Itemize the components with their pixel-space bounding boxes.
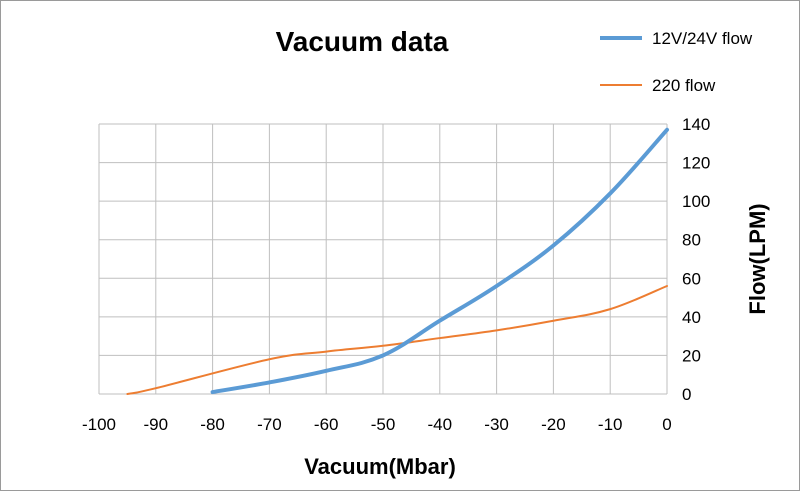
x-axis-label: Vacuum(Mbar) — [304, 454, 456, 479]
x-tick-label: -80 — [200, 415, 225, 434]
x-tick-label: -50 — [371, 415, 396, 434]
x-tick-label: -70 — [257, 415, 282, 434]
x-tick-label: 0 — [662, 415, 671, 434]
y-axis-label: Flow(LPM) — [745, 203, 770, 314]
plot-grid — [98, 123, 668, 395]
x-tick-label: -100 — [82, 415, 116, 434]
x-axis-ticks: -100 -90 -80 -70 -60 -50 -40 -30 -20 -10 0 — [82, 415, 672, 434]
series-layer — [126, 127, 669, 395]
legend-label: 12V/24V flow — [652, 29, 753, 48]
y-tick-label: 20 — [682, 346, 701, 365]
chart-title: Vacuum data — [276, 26, 449, 57]
y-tick-label: 140 — [682, 115, 710, 134]
x-tick-label: -30 — [484, 415, 509, 434]
legend: 12V/24V flow 220 flow — [600, 29, 753, 95]
x-tick-label: -90 — [144, 415, 169, 434]
y-tick-label: 60 — [682, 269, 701, 288]
y-axis-ticks: 0 20 40 60 80 100 120 140 — [682, 115, 710, 404]
x-tick-label: -20 — [541, 415, 566, 434]
series-line-220-flow — [126, 285, 668, 395]
x-tick-label: -10 — [598, 415, 623, 434]
y-tick-label: 0 — [682, 385, 691, 404]
y-tick-label: 120 — [682, 154, 710, 173]
y-tick-label: 40 — [682, 308, 701, 327]
y-tick-label: 80 — [682, 231, 701, 250]
series-line-12v-24v-flow — [210, 127, 669, 395]
x-tick-label: -60 — [314, 415, 339, 434]
legend-label: 220 flow — [652, 76, 716, 95]
y-tick-label: 100 — [682, 192, 710, 211]
x-tick-label: -40 — [428, 415, 453, 434]
